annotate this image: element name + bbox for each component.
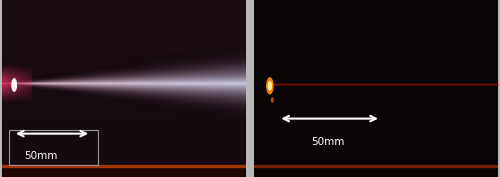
Ellipse shape bbox=[272, 98, 274, 102]
Text: 50mm: 50mm bbox=[312, 137, 344, 147]
Ellipse shape bbox=[267, 78, 273, 94]
Bar bbox=[2, 165, 246, 167]
Bar bbox=[254, 165, 498, 167]
Bar bbox=[2, 165, 246, 177]
Bar bbox=[10, 130, 99, 165]
Bar bbox=[254, 165, 498, 177]
Ellipse shape bbox=[268, 82, 272, 90]
Ellipse shape bbox=[12, 79, 16, 91]
Text: 50mm: 50mm bbox=[24, 151, 58, 161]
